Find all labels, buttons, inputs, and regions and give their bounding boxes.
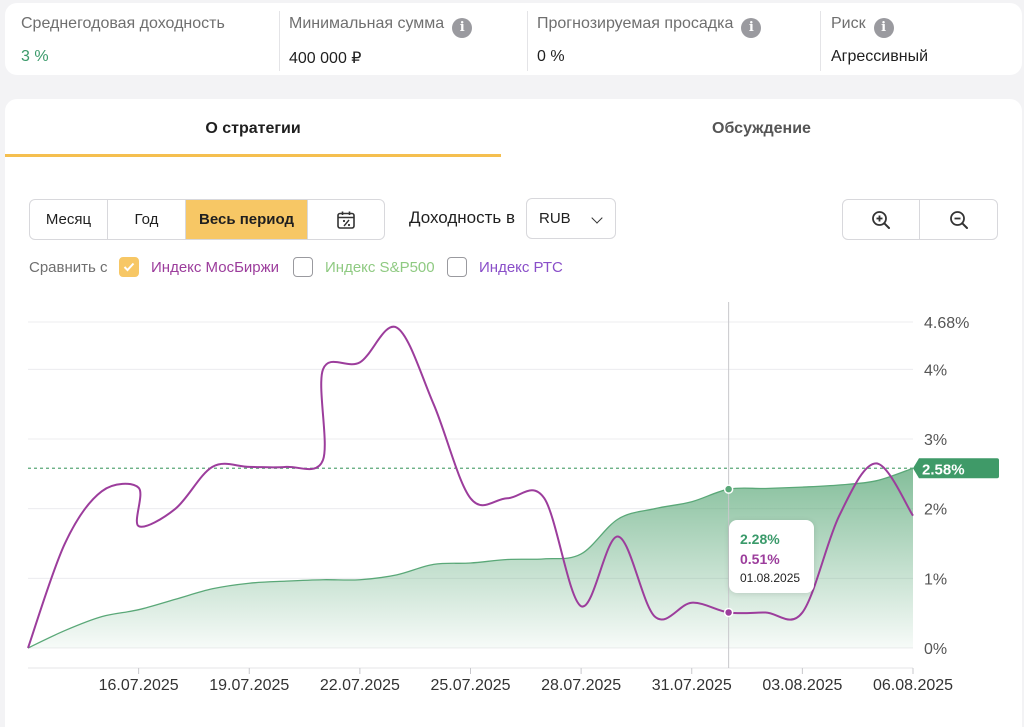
divider <box>820 11 821 71</box>
stat-value: 3 % <box>21 48 49 65</box>
cursor-point-index <box>723 607 734 618</box>
stat-value: Агрессивный <box>831 48 929 65</box>
x-tick-label: 19.07.2025 <box>209 677 289 694</box>
compare-rts[interactable]: Индекс РТС <box>447 256 563 278</box>
x-tick-label: 25.07.2025 <box>430 677 510 694</box>
compare-moex[interactable]: Индекс МосБиржи <box>119 256 279 278</box>
current-value-label: 2.58% <box>922 461 965 478</box>
tooltip-date: 01.08.2025 <box>740 571 801 585</box>
x-tick-label: 22.07.2025 <box>320 677 400 694</box>
tooltip-index-value: 0.51% <box>740 551 780 567</box>
divider <box>279 11 280 71</box>
period-year-button[interactable]: Год <box>108 200 186 239</box>
compare-sp500[interactable]: Индекс S&P500 <box>293 256 435 278</box>
x-tick-label: 16.07.2025 <box>99 677 179 694</box>
current-value-badge <box>913 458 999 479</box>
chart-tooltip: 2.28% 0.51% 01.08.2025 <box>729 520 814 593</box>
zoom-out-button[interactable] <box>920 200 997 239</box>
period-selector: Месяц Год Весь период <box>29 199 385 240</box>
stat-label: Прогнозируемая просадка <box>537 15 734 32</box>
index-moex-line <box>27 325 914 649</box>
zoom-controls <box>842 199 998 240</box>
y-tick-label: 0% <box>924 641 947 658</box>
check-icon <box>123 262 135 272</box>
currency-select[interactable]: RUB <box>526 198 616 239</box>
info-icon[interactable]: i <box>741 18 762 38</box>
x-tick-label: 06.08.2025 <box>873 677 953 694</box>
x-tick-label: 03.08.2025 <box>762 677 842 694</box>
divider <box>527 11 528 71</box>
checkbox-unchecked[interactable] <box>293 257 313 277</box>
zoom-in-icon <box>872 210 890 229</box>
y-tick-label: 4% <box>924 362 947 379</box>
calendar-button[interactable] <box>308 200 384 239</box>
compare-item-label: Индекс S&P500 <box>325 258 435 276</box>
y-tick-label: 4.68% <box>924 315 969 332</box>
checkbox-unchecked[interactable] <box>447 257 467 277</box>
stat-label: Риск <box>831 15 866 32</box>
compare-item-label: Индекс МосБиржи <box>151 258 280 276</box>
info-icon[interactable]: i <box>873 18 894 38</box>
y-tick-label: 3% <box>924 432 947 449</box>
stat-value: 0 % <box>537 48 565 65</box>
x-tick-label: 28.07.2025 <box>541 677 621 694</box>
tab-about-strategy[interactable]: О стратегии <box>5 99 501 157</box>
y-tick-label: 2% <box>924 502 947 519</box>
zoom-in-button[interactable] <box>843 200 920 239</box>
calendar-percent-icon <box>337 211 355 229</box>
yield-currency-label: Доходность в <box>409 208 516 227</box>
tooltip-strategy-value: 2.28% <box>740 531 780 547</box>
currency-value: RUB <box>539 210 571 227</box>
period-all-button[interactable]: Весь период <box>186 200 308 239</box>
stats-strip: Среднегодовая доходность 3 % Минимальная… <box>5 3 1022 75</box>
period-month-button[interactable]: Месяц <box>30 200 108 239</box>
x-tick-label: 31.07.2025 <box>652 677 732 694</box>
cursor-point-strategy <box>723 484 734 494</box>
tab-discussion[interactable]: Обсуждение <box>712 120 811 137</box>
strategy-line <box>27 467 914 649</box>
zoom-out-icon <box>949 210 968 229</box>
stat-value: 400 000 ₽ <box>289 50 362 67</box>
info-icon[interactable]: i <box>452 18 473 38</box>
stat-label: Минимальная сумма <box>289 15 445 32</box>
checkbox-checked[interactable] <box>119 257 139 277</box>
compare-label: Сравнить с <box>29 258 108 276</box>
compare-item-label: Индекс РТС <box>479 258 563 276</box>
y-tick-label: 1% <box>924 571 947 588</box>
stat-label: Среднегодовая доходность <box>21 15 225 32</box>
